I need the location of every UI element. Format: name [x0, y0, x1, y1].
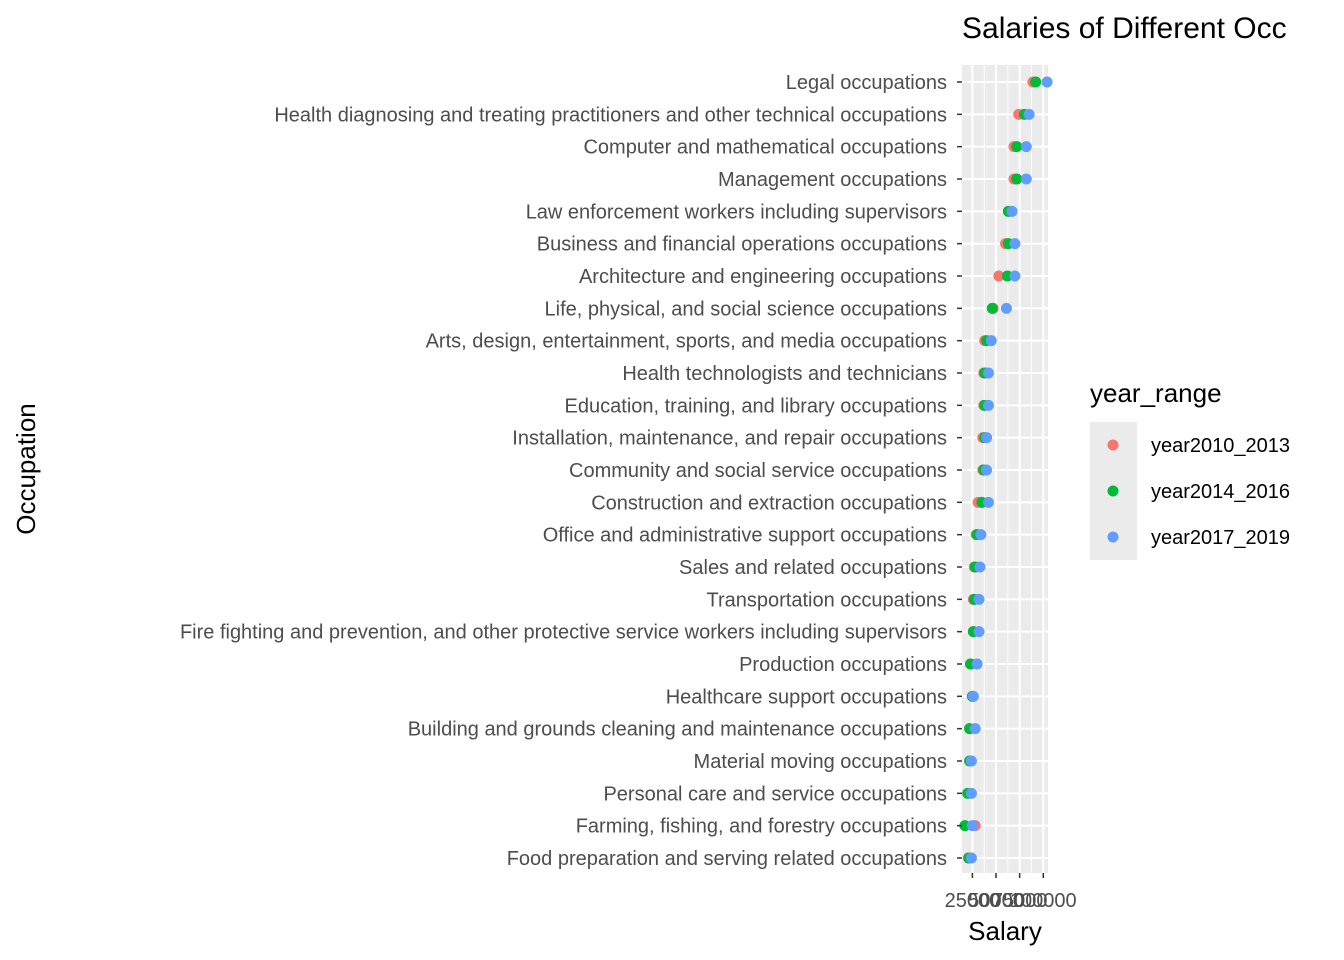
point-year2017_2019	[1041, 76, 1053, 88]
x-tick-label: 75000	[992, 890, 1048, 912]
y-tick-label: Legal occupations	[786, 72, 947, 94]
point-year2017_2019	[1020, 141, 1032, 153]
point-year2017_2019	[1000, 302, 1012, 314]
y-tick-label: Farming, fishing, and forestry occupatio…	[576, 816, 947, 838]
legend-label-year2010-2013: year2010_2013	[1151, 435, 1290, 457]
y-tick-label: Construction and extraction occupations	[591, 492, 947, 514]
y-tick-label: Personal care and service occupations	[603, 783, 947, 805]
point-year2017_2019	[982, 399, 994, 411]
legend-key-year2014-2016	[1107, 485, 1119, 497]
point-year2017_2019	[966, 820, 978, 832]
legend-label-year2014-2016: year2014_2016	[1151, 481, 1290, 503]
y-tick-label: Health technologists and technicians	[622, 363, 947, 385]
point-year2017_2019	[975, 529, 987, 541]
x-tick-label: 25000	[945, 890, 1001, 912]
legend-title: year_range	[1090, 378, 1222, 408]
y-axis-title: Occupation	[11, 403, 41, 535]
y-tick-label: Sales and related occupations	[679, 557, 947, 579]
y-tick-label: Law enforcement workers including superv…	[526, 201, 947, 223]
point-year2017_2019	[971, 658, 983, 670]
y-tick-label: Building and grounds cleaning and mainte…	[408, 719, 947, 741]
point-year2017_2019	[981, 464, 993, 476]
y-tick-label: Education, training, and library occupat…	[565, 395, 947, 417]
point-year2014_2016	[1011, 173, 1023, 185]
y-tick-label: Health diagnosing and treating practitio…	[274, 104, 947, 126]
point-year2017_2019	[969, 723, 981, 735]
point-year2017_2019	[973, 593, 985, 605]
y-tick-label: Office and administrative support occupa…	[543, 525, 947, 547]
point-year2017_2019	[1023, 108, 1035, 120]
point-year2017_2019	[973, 626, 985, 638]
point-year2017_2019	[965, 787, 977, 799]
point-year2014_2016	[1030, 76, 1042, 88]
point-year2017_2019	[965, 755, 977, 767]
y-tick-label: Management occupations	[718, 169, 947, 191]
y-tick-label: Installation, maintenance, and repair oc…	[512, 428, 947, 450]
point-year2017_2019	[982, 367, 994, 379]
y-tick-label: Arts, design, entertainment, sports, and…	[426, 331, 947, 353]
point-year2014_2016	[1001, 270, 1013, 282]
point-year2017_2019	[1020, 173, 1032, 185]
legend-key-year2010-2013	[1107, 439, 1119, 451]
point-year2017_2019	[982, 496, 994, 508]
legend-key-year2017-2019	[1107, 531, 1119, 543]
point-year2017_2019	[985, 335, 997, 347]
x-tick-label: 50000	[968, 890, 1024, 912]
chart-title: Salaries of Different Occ	[962, 12, 1287, 45]
y-tick-label: Fire fighting and prevention, and other …	[180, 622, 947, 644]
point-year2017_2019	[1006, 205, 1018, 217]
point-year2017_2019	[974, 561, 986, 573]
y-tick-label: Material moving occupations	[694, 751, 947, 773]
x-tick-label: 100000	[1010, 890, 1077, 912]
point-year2017_2019	[1009, 270, 1021, 282]
y-tick-label: Architecture and engineering occupations	[579, 266, 947, 288]
y-tick-label: Transportation occupations	[706, 589, 947, 611]
point-year2017_2019	[967, 690, 979, 702]
legend: year_range year2010_2013 year2014_2016 y…	[1090, 378, 1290, 560]
y-tick-label: Food preparation and serving related occ…	[507, 848, 947, 870]
y-tick-label: Life, physical, and social science occup…	[545, 298, 947, 320]
y-axis: Food preparation and serving related occ…	[180, 72, 962, 870]
y-tick-label: Business and financial operations occupa…	[537, 234, 947, 256]
point-year2017_2019	[965, 852, 977, 864]
y-tick-label: Healthcare support occupations	[666, 686, 947, 708]
y-tick-label: Production occupations	[739, 654, 947, 676]
point-year2014_2016	[986, 302, 998, 314]
point-year2014_2016	[959, 820, 971, 832]
legend-label-year2017-2019: year2017_2019	[1151, 527, 1290, 549]
point-year2010_2013	[993, 270, 1005, 282]
point-year2017_2019	[1009, 238, 1021, 250]
y-tick-label: Computer and mathematical occupations	[583, 137, 947, 159]
data-points	[959, 76, 1053, 864]
x-axis-title: Salary	[968, 916, 1042, 946]
point-year2014_2016	[1011, 141, 1023, 153]
point-year2017_2019	[981, 432, 993, 444]
y-tick-label: Community and social service occupations	[569, 460, 947, 482]
